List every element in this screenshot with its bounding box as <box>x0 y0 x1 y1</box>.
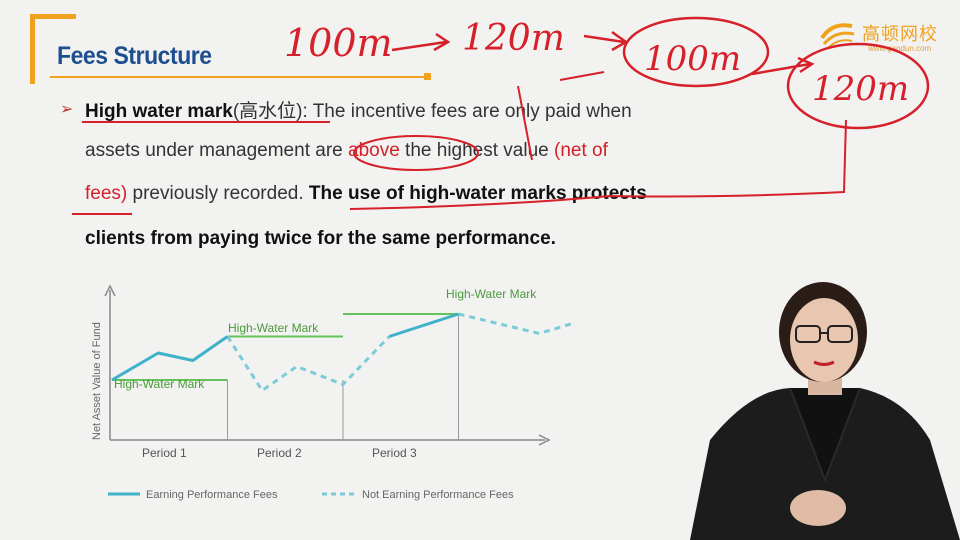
body-line-3: fees) previously recorded. The use of hi… <box>85 183 647 205</box>
title-underline <box>50 76 430 78</box>
title-bracket-vertical <box>30 14 35 84</box>
body-line-4: clients from paying twice for the same p… <box>85 228 556 250</box>
presenter-video <box>690 282 960 540</box>
brand-logo: 高顿网校 www.gaodun.com <box>818 14 948 58</box>
annotation-tick-2 <box>559 71 605 81</box>
series-not-earning-segment <box>226 335 391 392</box>
line4-bold: clients from paying twice for the same p… <box>85 228 556 249</box>
logo-text: 高顿网校 <box>862 24 938 45</box>
slide-title: Fees Structure <box>57 42 212 70</box>
series-not-earning-segment <box>458 312 575 335</box>
line3-bold: The use of high-water marks protects <box>308 183 647 204</box>
term-chinese: (高水位) <box>232 101 303 122</box>
high-water-mark-chart: Net Asset Value of Fund High-Water Mark … <box>91 284 575 501</box>
hwm-label-3: High-Water Mark <box>446 287 537 301</box>
line3-text: previously recorded. <box>127 183 309 204</box>
annotation-arrow-1 <box>391 32 451 52</box>
line2-text-a: assets under management <box>85 140 316 161</box>
net-of-text: (net of <box>554 140 608 161</box>
body-line-1: High water mark(高水位): The incentive fees… <box>85 96 632 123</box>
presenter-face <box>790 298 858 382</box>
high-water-mark-lines <box>112 313 459 381</box>
annotation-100m-1: 100m <box>284 21 393 65</box>
y-axis-arrow-icon <box>104 284 116 297</box>
word-above: above <box>348 140 400 161</box>
series-earning-segment <box>388 312 459 338</box>
line2-text-c: the highest value <box>399 140 554 161</box>
logo-icon <box>820 23 855 49</box>
hwm-label-1: High-Water Mark <box>114 377 205 391</box>
line1-text: : The incentive fees are only paid when <box>302 101 632 122</box>
fees-text: fees) <box>85 183 128 204</box>
legend-earning: Earning Performance Fees <box>146 489 278 501</box>
title-underline-dot <box>424 73 431 80</box>
x-axis-arrow-icon <box>538 434 551 446</box>
presenter-hands <box>790 490 846 526</box>
chart-series <box>111 312 575 392</box>
presenter-collar <box>789 387 861 483</box>
period-label-1: Period 1 <box>142 446 187 460</box>
bullet-arrow-icon: ➢ <box>60 101 74 118</box>
annotation-120m-2: 120m <box>812 69 909 109</box>
annotation-circle-100m <box>622 16 770 88</box>
term-high-water-mark: High water mark <box>85 101 233 122</box>
period-label-3: Period 3 <box>372 446 417 460</box>
annotation-arrow-2 <box>583 30 629 52</box>
line2-text-b: are <box>315 140 348 161</box>
period-dividers <box>227 314 459 440</box>
y-axis-title: Net Asset Value of Fund <box>91 322 103 440</box>
period-label-2: Period 2 <box>257 446 302 460</box>
logo-url: www.gaodun.com <box>868 44 932 53</box>
annotation-100m-2: 100m <box>644 39 741 79</box>
hwm-label-2: High-Water Mark <box>228 321 319 335</box>
annotation-arrow-3 <box>751 56 815 76</box>
title-bracket-horizontal <box>30 14 76 19</box>
annotation-120m-1: 120m <box>462 18 565 59</box>
legend-not-earning: Not Earning Performance Fees <box>362 489 514 501</box>
presenter-mouth <box>813 360 835 366</box>
series-earning-segment <box>111 335 229 382</box>
body-line-2: assets under management are above the hi… <box>85 140 608 162</box>
